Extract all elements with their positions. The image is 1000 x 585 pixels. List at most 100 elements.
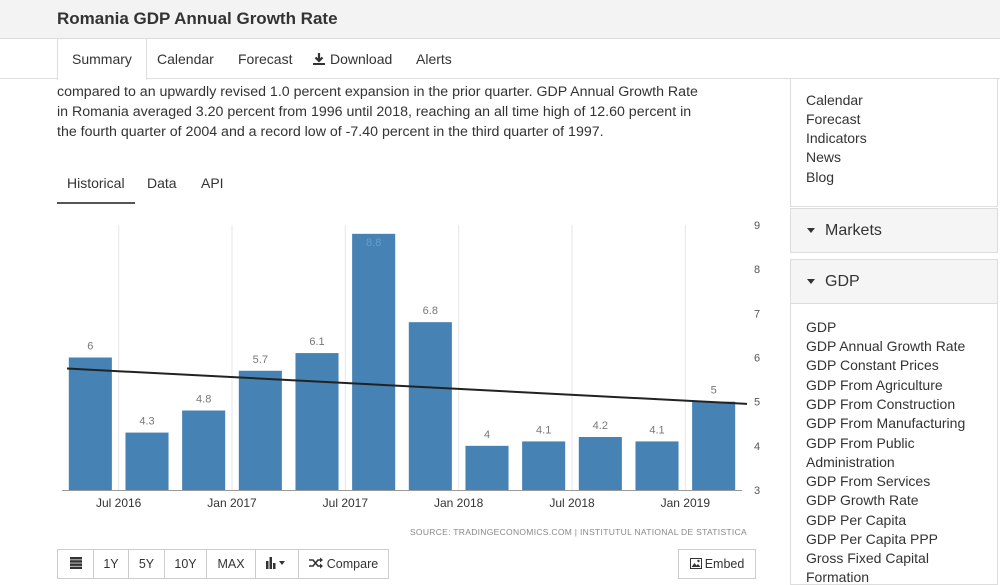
gdp-links-box: GDP GDP Annual Growth Rate GDP Constant … (790, 304, 998, 585)
range-1y-button[interactable]: 1Y (93, 549, 129, 579)
gdp-label: GDP (825, 273, 860, 290)
sidebar-link-gross-fixed-capital[interactable]: Gross Fixed Capital (806, 550, 929, 566)
bar (295, 353, 339, 490)
page-title: Romania GDP Annual Growth Rate (57, 9, 338, 28)
sidebar-link-gdp-manufacturing[interactable]: GDP From Manufacturing (806, 415, 966, 431)
chart-tabs: Historical Data API (57, 168, 767, 204)
sidebar-link-gdp-agriculture[interactable]: GDP From Agriculture (806, 377, 943, 393)
compare-button[interactable]: Compare (298, 549, 389, 579)
x-tick-label: Jul 2016 (96, 496, 142, 510)
markets-label: Markets (825, 222, 882, 239)
sidebar-link-gdp-growth-rate[interactable]: GDP Growth Rate (806, 492, 919, 508)
bar (125, 432, 169, 490)
bar (182, 410, 226, 490)
tab-download-label: Download (330, 51, 393, 67)
sidebar: Calendar Forecast Indicators News Blog M… (790, 79, 1000, 585)
data-label: 5.7 (253, 354, 268, 366)
x-tick-label: Jul 2017 (323, 496, 369, 510)
table-view-button[interactable] (57, 549, 94, 579)
y-tick-label: 3 (754, 485, 760, 497)
bar (352, 233, 396, 491)
sidebar-link-calendar[interactable]: Calendar (806, 92, 863, 108)
y-tick-label: 8 (754, 264, 760, 276)
bar (578, 437, 622, 490)
tab-download[interactable]: Download (298, 39, 406, 79)
y-tick-label: 9 (754, 220, 760, 232)
tab-forecast[interactable]: Forecast (238, 51, 293, 67)
y-tick-label: 5 (754, 397, 760, 409)
summary-line: compared to an upwardly revised 1.0 perc… (57, 84, 698, 100)
bar (465, 445, 509, 490)
y-tick-label: 7 (754, 308, 760, 320)
sidebar-link-gdp-construction[interactable]: GDP From Construction (806, 396, 956, 412)
x-tick-label: Jul 2018 (549, 496, 595, 510)
summary-text: compared to an upwardly revised 1.0 perc… (57, 82, 767, 142)
data-label: 4 (484, 429, 490, 441)
sidebar-link-gdp-services[interactable]: GDP From Services (806, 473, 931, 489)
sidebar-link-gross-fixed-capital-cont[interactable]: Formation (806, 569, 870, 585)
sidebar-link-gdp-constant-prices[interactable]: GDP Constant Prices (806, 357, 939, 373)
data-label: 4.8 (196, 394, 211, 406)
sidebar-link-forecast[interactable]: Forecast (806, 111, 861, 127)
table-icon (69, 557, 82, 569)
range-10y-button[interactable]: 10Y (164, 549, 207, 579)
embed-label: Embed (704, 557, 745, 571)
tab-data[interactable]: Data (147, 175, 177, 191)
sidebar-link-gdp-annual-growth[interactable]: GDP Annual Growth Rate (806, 338, 966, 354)
caret-down-icon (807, 279, 815, 284)
sidebar-links-box: Calendar Forecast Indicators News Blog (790, 79, 998, 207)
compare-label: Compare (326, 557, 379, 571)
x-tick-label: Jan 2019 (661, 496, 711, 510)
bar (635, 441, 679, 490)
y-tick-label: 4 (754, 441, 760, 453)
image-icon (689, 558, 702, 569)
sidebar-link-gdp[interactable]: GDP (806, 319, 837, 335)
x-tick-label: Jan 2017 (207, 496, 257, 510)
y-tick-label: 6 (754, 353, 760, 365)
range-5y-button[interactable]: 5Y (128, 549, 165, 579)
bar (68, 357, 112, 490)
range-max-button[interactable]: MAX (206, 549, 256, 579)
tab-api[interactable]: API (201, 175, 224, 191)
chart-type-button[interactable] (255, 549, 299, 579)
data-label: 6 (87, 341, 93, 353)
data-label: 4.2 (593, 420, 608, 432)
trend-line (66, 367, 748, 405)
chart-area: 6 4.3 4.8 5.7 6.1 8.8 6.8 4 4.1 4.2 4.1 5 3 4 5 6 7 8 9 Jul… (57, 210, 767, 545)
tab-calendar[interactable]: Calendar (157, 51, 214, 67)
tab-alerts[interactable]: Alerts (416, 51, 452, 67)
data-label: 4.1 (536, 424, 551, 436)
data-label: 6.8 (423, 305, 438, 317)
bar (408, 322, 452, 490)
bar (238, 370, 282, 490)
caret-down-icon (807, 228, 815, 233)
summary-line: the fourth quarter of 2004 and a record … (57, 124, 604, 140)
data-label: 4.1 (649, 424, 664, 436)
sidebar-link-news[interactable]: News (806, 149, 842, 165)
top-bar: Romania GDP Annual Growth Rate (0, 0, 1000, 39)
markets-section-toggle[interactable]: Markets (790, 208, 998, 253)
sidebar-link-blog[interactable]: Blog (806, 169, 835, 185)
growth-rate-chart: 6 4.3 4.8 5.7 6.1 8.8 6.8 4 4.1 4.2 4.1 5 3 4 5 6 7 8 9 Jul… (62, 220, 760, 537)
sidebar-link-gdp-public[interactable]: GDP From Public (806, 435, 915, 451)
bar (692, 401, 736, 490)
data-label: 4.3 (139, 416, 154, 428)
sidebar-link-gdp-public-cont[interactable]: Administration (806, 454, 895, 470)
sidebar-link-indicators[interactable]: Indicators (806, 130, 867, 146)
bar (522, 441, 566, 490)
tab-summary[interactable]: Summary (57, 39, 147, 80)
bar-chart-icon (266, 557, 285, 569)
sidebar-link-gdp-per-capita-ppp[interactable]: GDP Per Capita PPP (806, 531, 939, 547)
download-icon (313, 53, 325, 65)
data-label: 5 (711, 385, 717, 397)
shuffle-icon (308, 557, 323, 569)
data-label: 6.1 (309, 336, 324, 348)
main-tabs: Summary Calendar Forecast Download Alert… (0, 39, 1000, 80)
summary-line: in Romania averaged 3.20 percent from 19… (57, 104, 692, 120)
sidebar-link-gdp-per-capita[interactable]: GDP Per Capita (806, 512, 907, 528)
embed-button[interactable]: Embed (678, 549, 756, 579)
x-tick-label: Jan 2018 (434, 496, 484, 510)
data-label: 8.8 (366, 237, 381, 249)
tab-historical[interactable]: Historical (57, 168, 135, 204)
gdp-section-toggle[interactable]: GDP (790, 259, 998, 304)
